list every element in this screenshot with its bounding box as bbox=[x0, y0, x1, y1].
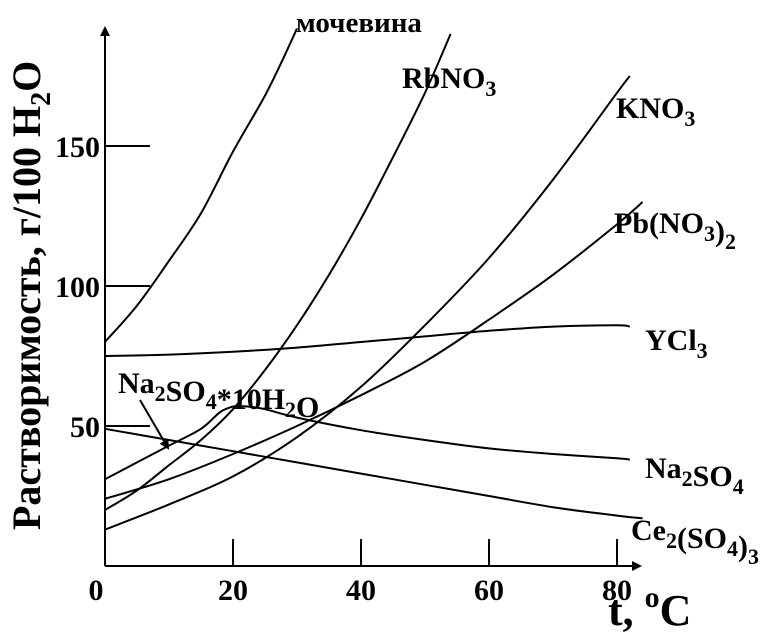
series-label-мочевина: мочевина bbox=[296, 7, 422, 39]
x-tick-label: 40 bbox=[346, 574, 376, 607]
label-pointer-arrow bbox=[139, 399, 170, 450]
series-line-pb-no3-2 bbox=[104, 201, 644, 500]
series-label-kno3: KNO3 bbox=[616, 92, 695, 131]
series-line-мочевина bbox=[104, 27, 298, 343]
ticks: 0 20 40 60 80 50 100 150 bbox=[55, 131, 632, 607]
series-label-ycl3: YCl3 bbox=[645, 324, 708, 363]
series-line-ycl3 bbox=[104, 324, 630, 357]
curves bbox=[104, 27, 644, 531]
series-line-na2so4 bbox=[232, 405, 630, 461]
series-label-na2so4: Na2SO4 bbox=[645, 452, 744, 499]
series-label-ce2-so4-3: Ce2(SO4)3 bbox=[631, 514, 759, 569]
x-tick-label: 60 bbox=[474, 574, 504, 607]
series-label-pb-no3-2: Pb(NO3)2 bbox=[614, 207, 736, 254]
axes bbox=[100, 26, 642, 571]
series-line-rbno3 bbox=[104, 33, 452, 511]
y-tick-label: 100 bbox=[55, 271, 100, 304]
axis-titles: t, oC Растворимость, г/100 H2O bbox=[4, 61, 691, 635]
x-tick-label: 80 bbox=[602, 574, 632, 607]
series-line-na2so4-10h2o bbox=[104, 405, 234, 481]
series-line-ce2-so4-3 bbox=[104, 427, 643, 520]
y-axis-title: Растворимость, г/100 H2O bbox=[4, 61, 57, 530]
x-tick-label: 0 bbox=[89, 574, 104, 607]
x-tick-label: 20 bbox=[218, 574, 248, 607]
x-axis-title: t, oC bbox=[608, 581, 691, 635]
series-labels: мочевина RbNO3 KNO3 Pb(NO3)2 YCl3 Na2SO4 Na2SO… bbox=[118, 7, 759, 569]
y-tick-label: 150 bbox=[55, 131, 100, 164]
series-label-rbno3: RbNO3 bbox=[402, 62, 496, 101]
y-tick-label: 50 bbox=[70, 411, 100, 444]
series-label-na2so4-10h2o: Na2SO4*10H2O bbox=[118, 367, 319, 424]
series-line-kno3 bbox=[104, 75, 631, 531]
